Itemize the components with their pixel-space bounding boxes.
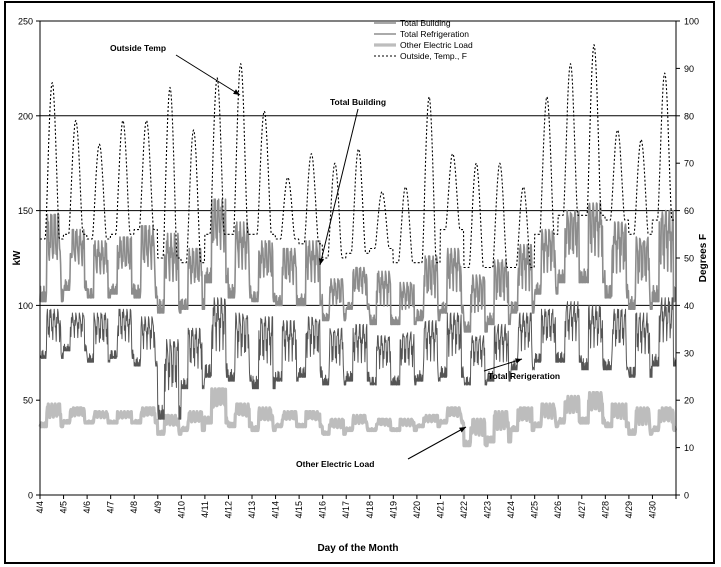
annotation-total-refrigeration-arrow-head	[515, 358, 522, 364]
annotation-total-refrigeration-arrow	[483, 358, 523, 372]
y2-tick-label: 60	[684, 206, 694, 216]
chart-svg: 0 50 100 150 200 250 0 10 20 30 40 50 60 70 80 90 100 4/4…	[12, 17, 709, 555]
y2-tick-label: 80	[684, 111, 694, 121]
annotation-total-building-arrow	[319, 108, 359, 266]
y-tick-label: 200	[18, 111, 33, 121]
y2-tick-label: 30	[684, 348, 694, 358]
annotation-other-electric-load-arrow-head	[459, 427, 466, 433]
x-tick-label: 4/11	[200, 501, 210, 518]
annotation-outside-temp: Outside Temp	[110, 43, 166, 53]
y2-tick-label: 0	[684, 491, 689, 501]
x-tick-label: 4/27	[577, 501, 587, 519]
series-line-total-building	[39, 198, 677, 333]
x-tick-label: 4/16	[318, 501, 328, 519]
annotation-other-electric-load-arrow	[407, 426, 467, 460]
legend-label: Total Refrigeration	[400, 29, 469, 39]
y2-tick-label: 70	[684, 159, 694, 169]
x-tick-label: 4/24	[506, 501, 516, 519]
annotation-other-electric-load: Other Electric Load	[296, 459, 374, 469]
y-tick-label: 150	[18, 206, 33, 216]
y2-tick-label: 10	[684, 443, 694, 453]
chart-frame: 0 50 100 150 200 250 0 10 20 30 40 50 60 70 80 90 100 4/4…	[4, 1, 715, 564]
x-axis-title: Day of the Month	[317, 543, 398, 554]
annotation-outside-temp-arrow-head	[233, 89, 240, 95]
x-tick-label: 4/13	[247, 501, 257, 519]
annotation-total-building: Total Building	[330, 97, 386, 107]
x-tick-label: 4/21	[435, 501, 445, 519]
x-tick-label: 4/20	[412, 501, 422, 519]
y2-tick-label: 90	[684, 64, 694, 74]
y-tick-label: 100	[18, 301, 33, 311]
x-tick-label: 4/23	[483, 501, 493, 519]
annotation-total-building-arrow-head	[318, 258, 325, 265]
x-tick-label: 4/4	[35, 501, 45, 514]
series-line-other-electric-load	[38, 387, 678, 448]
x-tick-label: 4/30	[647, 501, 657, 519]
x-tick-label: 4/9	[153, 501, 163, 514]
y2-tick-label: 100	[684, 17, 699, 27]
annotation-outside-temp-arrow	[175, 54, 241, 96]
x-tick-label: 4/29	[624, 501, 634, 519]
x-tick-label: 4/8	[129, 501, 139, 514]
x-tick-label: 4/19	[388, 501, 398, 519]
series-line-total-refrigeration	[39, 297, 676, 420]
x-tick-label: 4/22	[459, 501, 469, 519]
y-axis-title-left: kW	[12, 250, 23, 266]
x-tick-label: 4/26	[553, 501, 563, 519]
y2-tick-label: 50	[684, 254, 694, 264]
x-tick-label: 4/12	[223, 501, 233, 519]
annotation-total-refrigeration: Total Rerigeration	[488, 371, 560, 381]
x-tick-label: 4/25	[530, 501, 540, 519]
x-tick-label: 4/14	[271, 501, 281, 519]
y-axis-title-right: Degrees F	[698, 234, 709, 282]
y2-tick-label: 20	[684, 396, 694, 406]
x-tick-label: 4/15	[294, 501, 304, 519]
y-tick-label: 250	[18, 17, 33, 27]
x-tick-label: 4/17	[341, 501, 351, 519]
x-tick-label: 4/5	[59, 501, 69, 514]
legend-label: Outside, Temp., F	[400, 51, 467, 61]
series-lines	[38, 44, 678, 448]
x-tick-label: 4/18	[365, 501, 375, 519]
y-tick-label: 0	[28, 491, 33, 501]
legend-label: Other Electric Load	[400, 40, 473, 50]
y-tick-label: 50	[23, 396, 33, 406]
annotations: Outside Temp Total Building Total Rerigera…	[110, 43, 560, 469]
legend-label: Total Building	[400, 18, 451, 28]
axes: 0 50 100 150 200 250 0 10 20 30 40 50 60 70 80 90 100 4/4…	[18, 17, 699, 519]
gridlines	[40, 115, 676, 306]
series-line-outside-temp-f	[39, 44, 676, 269]
x-tick-label: 4/10	[176, 501, 186, 519]
x-tick-label: 4/6	[82, 501, 92, 514]
x-tick-label: 4/7	[106, 501, 116, 514]
y2-tick-label: 40	[684, 301, 694, 311]
x-tick-label: 4/28	[600, 501, 610, 519]
